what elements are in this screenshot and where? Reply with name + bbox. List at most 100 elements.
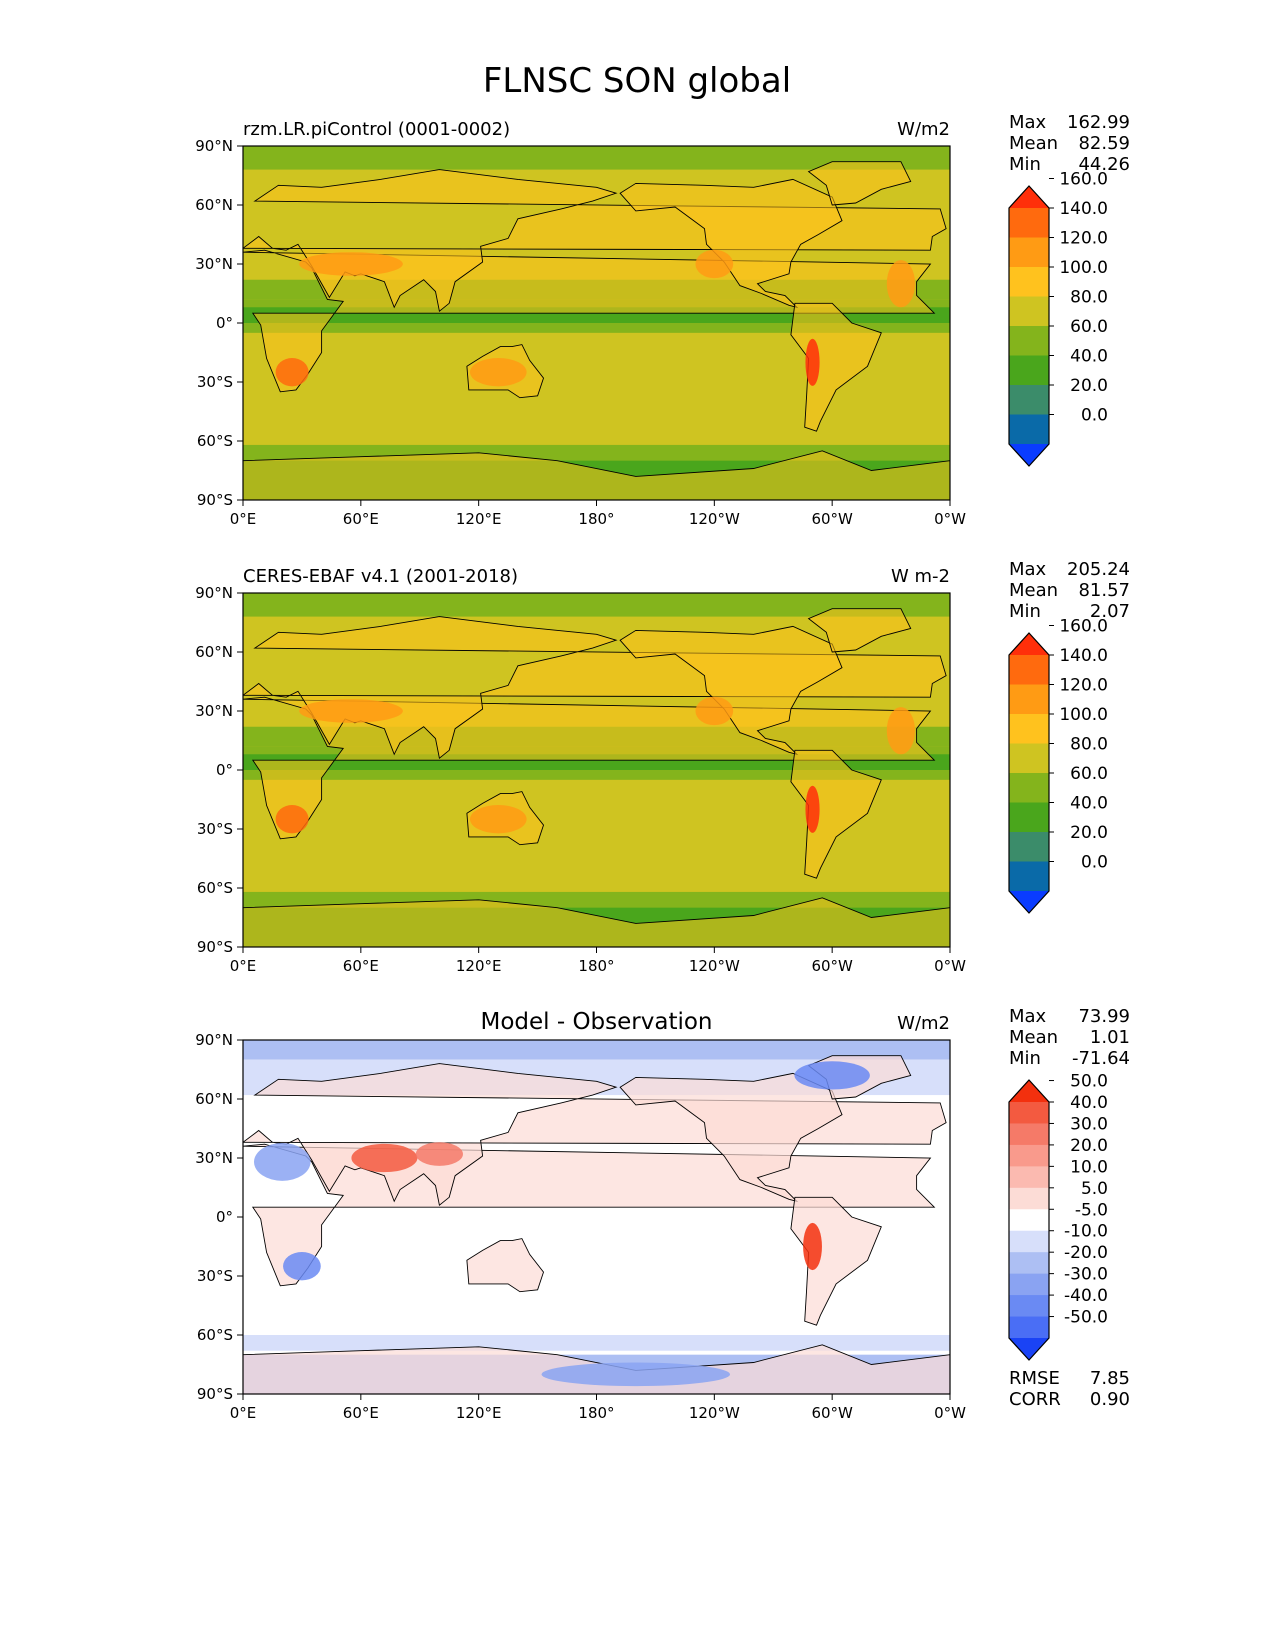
- field-accent: [886, 707, 916, 755]
- colorbar-max-extension: [1009, 633, 1049, 655]
- coastline: [243, 1143, 936, 1287]
- x-tick-label: 0°W: [934, 510, 966, 528]
- y-tick-label: 30°N: [195, 255, 233, 273]
- colorbar-swatch: [1009, 743, 1049, 774]
- coastline: [619, 1072, 843, 1203]
- colorbar-swatch: [1009, 385, 1049, 415]
- colorbar-outline: [1008, 185, 1050, 467]
- field-accent: [470, 358, 527, 387]
- x-tick-label: 0°W: [934, 957, 966, 975]
- stat-label-min: Min: [1009, 1048, 1041, 1069]
- stat-label-max: Max: [1009, 112, 1047, 133]
- field-accent: [805, 338, 820, 386]
- field-accent: [299, 252, 403, 276]
- y-tick-label: 30°N: [195, 702, 233, 720]
- y-tick-label: 90°S: [197, 491, 233, 509]
- coastline: [243, 249, 936, 393]
- colorbar-swatch: [1009, 802, 1049, 833]
- x-tick-label: 120°E: [456, 957, 502, 975]
- y-tick-label: 60°N: [195, 196, 233, 214]
- field-accent: [695, 696, 734, 726]
- colorbar-outline: [1008, 632, 1050, 914]
- figure-title: FLNSC SON global: [483, 61, 791, 101]
- stat-value-min: 44.26: [1078, 154, 1130, 175]
- coastline: [466, 1238, 545, 1293]
- colorbar-swatch: [1009, 861, 1049, 892]
- colorbar-max-extension: [1009, 186, 1049, 208]
- colorbar-label: -30.0: [1064, 1265, 1108, 1285]
- x-tick-label: 120°W: [689, 957, 740, 975]
- colorbar-swatch: [1009, 414, 1049, 445]
- colorbar-label: 20.0: [1070, 1136, 1108, 1156]
- field-accent: [283, 1252, 321, 1281]
- field-band: [243, 146, 950, 170]
- colorbar-label: 160.0: [1059, 170, 1108, 190]
- y-tick-label: 30°S: [197, 373, 233, 391]
- field-accent: [470, 805, 527, 834]
- colorbar-label: 40.0: [1070, 1093, 1108, 1113]
- y-tick-label: 90°N: [195, 1031, 233, 1049]
- colorbar-label: 20.0: [1070, 376, 1108, 396]
- colorbar-label: 20.0: [1070, 823, 1108, 843]
- colorbar-swatch: [1009, 684, 1049, 715]
- colorbar-label: 60.0: [1070, 764, 1108, 784]
- map-panel-3: 0°E 60°E 120°E 180° 120°W 60°W 0°W 90°N 60°N 30°N…: [195, 1006, 1130, 1422]
- colorbar-1: 0.0 20.0 40.0 60.0 80.0 100.0 120.0 140.0 160.0: [1008, 170, 1108, 467]
- y-tick-label: 90°S: [197, 938, 233, 956]
- map-panel-2: 0°E 60°E 120°E 180° 120°W 60°W 0°W 90°N 60°N 30°N…: [195, 559, 1130, 975]
- colorbar-swatch: [1009, 267, 1049, 297]
- x-tick-label: 180°: [578, 957, 614, 975]
- colorbar-max-extension: [1009, 1080, 1049, 1102]
- y-tick-label: 30°N: [195, 1149, 233, 1167]
- coastline: [619, 625, 843, 756]
- colorbar-label: 160.0: [1059, 617, 1108, 637]
- stat-value-min: 2.07: [1090, 601, 1130, 622]
- field-2: [243, 593, 950, 947]
- y-tick-label: 0°: [216, 1208, 233, 1226]
- y-tick-label: 0°: [216, 314, 233, 332]
- colorbar-label: 80.0: [1070, 735, 1108, 755]
- colorbar-swatch: [1009, 773, 1049, 803]
- colorbar-label: 10.0: [1070, 1157, 1108, 1177]
- field-accent: [299, 699, 403, 723]
- y-tick-label: 30°S: [197, 1267, 233, 1285]
- x-tick-label: 0°E: [230, 510, 257, 528]
- y-tick-label: 90°N: [195, 584, 233, 602]
- map-panel-1: 0°E 60°E 120°E 180° 120°W 60°W 0°W 90°N 60°N 30°N…: [195, 112, 1130, 528]
- field-accent: [805, 785, 820, 833]
- panel-title: Model - Observation: [480, 1009, 712, 1035]
- colorbar-swatch: [1009, 1209, 1049, 1232]
- colorbar-label: 140.0: [1059, 646, 1108, 666]
- colorbar-swatch: [1009, 296, 1049, 327]
- x-tick-label: 180°: [578, 1404, 614, 1422]
- x-tick-label: 180°: [578, 510, 614, 528]
- colorbar-min-extension: [1009, 1338, 1049, 1360]
- y-tick-label: 60°S: [197, 879, 233, 897]
- colorbar-outline: [1008, 1079, 1050, 1361]
- colorbar-min-extension: [1009, 891, 1049, 913]
- stat-label-max: Max: [1009, 559, 1047, 580]
- x-tick-label: 60°E: [343, 957, 379, 975]
- colorbar-swatch: [1009, 655, 1049, 685]
- coastline: [243, 1063, 947, 1207]
- field-accent: [794, 1061, 870, 1090]
- y-tick-label: 0°: [216, 761, 233, 779]
- y-tick-label: 30°S: [197, 820, 233, 838]
- field-3: [243, 1040, 950, 1394]
- y-tick-label: 90°S: [197, 1385, 233, 1403]
- colorbar-swatch: [1009, 208, 1049, 238]
- field-accent: [415, 1142, 463, 1166]
- panel-left-title: CERES-EBAF v4.1 (2001-2018): [243, 566, 518, 587]
- colorbar-label: -10.0: [1064, 1222, 1108, 1242]
- coastline: [243, 897, 950, 947]
- colorbar-swatch: [1009, 1273, 1049, 1296]
- field-band: [243, 593, 950, 617]
- stat-label-mean: Mean: [1009, 133, 1058, 154]
- stat-value-mean: 1.01: [1090, 1027, 1130, 1048]
- colorbar-swatch: [1009, 1316, 1049, 1339]
- x-tick-label: 60°W: [811, 1404, 853, 1422]
- colorbar-label: 30.0: [1070, 1114, 1108, 1134]
- x-tick-label: 60°E: [343, 1404, 379, 1422]
- colorbar-2: 0.0 20.0 40.0 60.0 80.0 100.0 120.0 140.0 160.0: [1008, 617, 1108, 914]
